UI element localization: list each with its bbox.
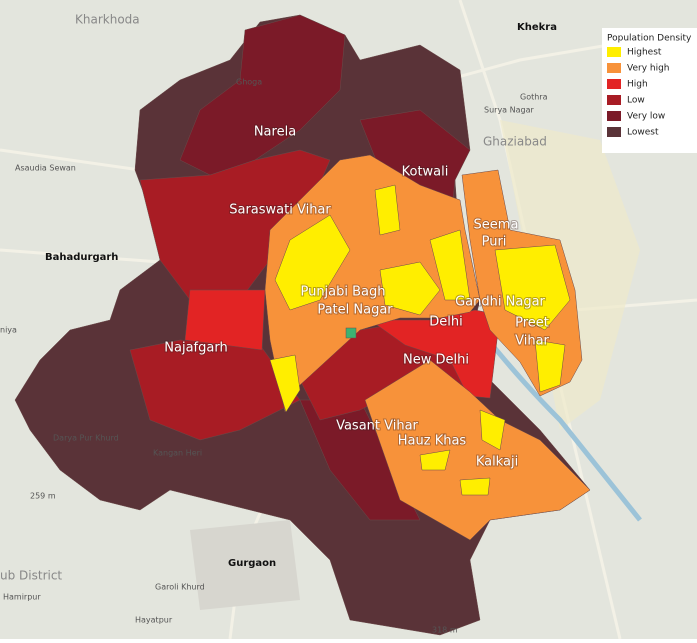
labels: Kharkhoda Khekra Ghoga Gothra Surya Naga… <box>0 13 557 635</box>
region-label: Puri <box>482 235 507 250</box>
urban-area <box>190 520 300 610</box>
legend-swatch <box>607 79 621 89</box>
legend-swatch <box>607 47 621 57</box>
region-highest <box>429 229 471 301</box>
region-label: Gandhi Nagar <box>455 295 545 310</box>
place-label: Asaudia Sewan <box>15 164 76 173</box>
region-label: Vasant Vihar <box>336 419 418 434</box>
region-label: Patel Nagar <box>317 303 393 318</box>
density-regions <box>14 14 591 636</box>
region-label: Delhi <box>429 315 462 330</box>
region-label: Vihar <box>515 334 549 349</box>
region-label: Narela <box>254 125 296 140</box>
place-label: Gurgaon <box>228 558 276 569</box>
region-label: Kalkaji <box>476 455 518 470</box>
region-label: Kotwali <box>402 165 449 180</box>
place-label: Khekra <box>517 22 557 33</box>
region-highest <box>374 184 401 236</box>
place-label: Gothra <box>520 93 548 102</box>
region-very-high <box>364 359 591 541</box>
region-high <box>184 289 266 351</box>
place-label: niya <box>0 326 17 335</box>
place-label: ub District <box>0 569 62 583</box>
legend-swatch <box>607 63 621 73</box>
region-label: Hauz Khas <box>398 434 467 449</box>
place-label: Bahadurgarh <box>45 252 118 263</box>
legend-title: Population Density <box>607 34 692 44</box>
region-highest <box>274 214 351 311</box>
region-label: Seema <box>474 218 519 233</box>
region-highest <box>419 449 451 471</box>
marker <box>345 327 357 339</box>
place-label: Kangan Heri <box>153 449 202 458</box>
legend-label: Very low <box>627 112 665 122</box>
legend-swatch <box>607 111 621 121</box>
region-label: New Delhi <box>403 353 469 368</box>
region-highest <box>494 244 571 331</box>
legend: Population Density Highest Very high High L… <box>602 28 697 153</box>
region-label: Punjabi Bagh <box>300 285 385 300</box>
place-label: Hayatpur <box>135 616 173 625</box>
region-highest <box>479 409 506 451</box>
legend-swatch <box>607 95 621 105</box>
place-label: 259 m <box>30 492 56 501</box>
place-label: Garoli Khurd <box>155 583 205 592</box>
region-label: Preet <box>515 316 549 331</box>
legend-label: High <box>627 80 648 90</box>
region-highest <box>459 477 491 496</box>
legend-swatch <box>607 127 621 137</box>
place-label: 318 m <box>432 626 458 635</box>
place-label: Darya Pur Khurd <box>53 434 119 443</box>
region-highest <box>269 354 301 413</box>
legend-label: Very high <box>627 64 670 74</box>
place-label: Hamirpur <box>3 593 41 602</box>
region-label: Najafgarh <box>164 341 227 356</box>
legend-label: Low <box>627 96 645 106</box>
river <box>478 328 642 522</box>
region-highest <box>379 261 441 316</box>
place-label: Ghaziabad <box>483 135 547 149</box>
region-highest <box>534 339 566 393</box>
region-label: Saraswati Vihar <box>229 203 331 218</box>
legend-label: Lowest <box>627 128 659 138</box>
place-label: Surya Nagar <box>484 106 534 115</box>
place-label: Kharkhoda <box>75 13 140 27</box>
place-label: Ghoga <box>236 78 262 87</box>
legend-label: Highest <box>627 48 662 58</box>
